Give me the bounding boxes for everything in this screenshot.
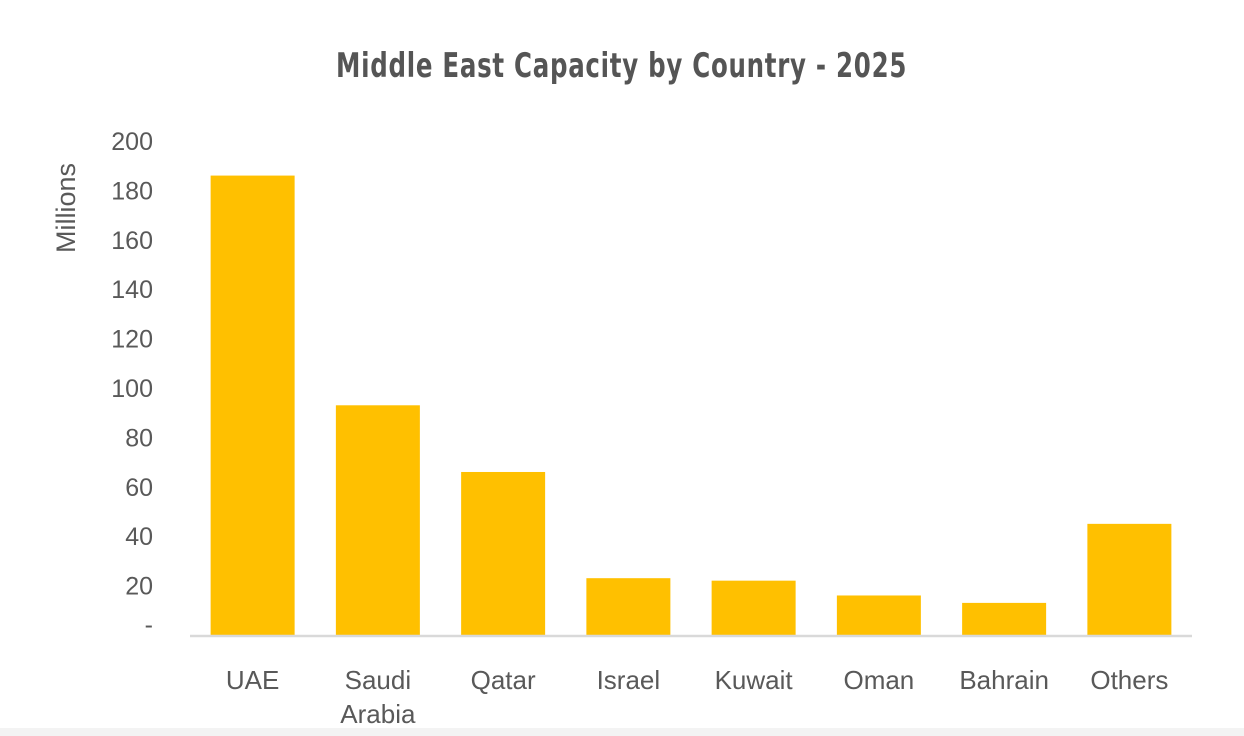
y-axis-label: Millions (51, 163, 81, 253)
y-tick-label: 60 (125, 474, 153, 502)
x-tick-label: Oman (843, 665, 914, 695)
y-tick-label: 140 (111, 276, 153, 304)
y-tick-label: 120 (111, 326, 153, 354)
bottom-edge (0, 728, 1244, 736)
bar-kuwait (711, 580, 796, 635)
bar-israel (586, 578, 671, 635)
bar-uae (210, 175, 295, 635)
x-tick-label: Kuwait (715, 665, 794, 695)
bar-qatar (461, 471, 546, 635)
x-tick-label: Bahrain (959, 665, 1049, 695)
y-tick-label: 100 (111, 375, 153, 403)
y-tick-label: 180 (111, 177, 153, 205)
x-tick-label: Israel (597, 665, 661, 695)
bar-saudi-arabia (335, 405, 420, 635)
y-tick-label: 200 (111, 128, 153, 156)
y-tick-label: 80 (125, 424, 153, 452)
y-tick-label: 20 (125, 573, 153, 601)
x-tick-label: Others (1090, 665, 1168, 695)
bar-others (1087, 523, 1172, 635)
bar-oman (836, 595, 921, 635)
y-tick-label: 160 (111, 227, 153, 255)
bar-bahrain (962, 602, 1047, 635)
x-tick-label: UAE (226, 665, 279, 695)
y-tick-label: - (145, 611, 153, 639)
y-tick-label: 40 (125, 523, 153, 551)
chart-title: Middle East Capacity by Country - 2025 (336, 46, 908, 86)
x-tick-label: Qatar (471, 665, 536, 695)
x-tick-label: Saudi Arabia (340, 665, 416, 729)
